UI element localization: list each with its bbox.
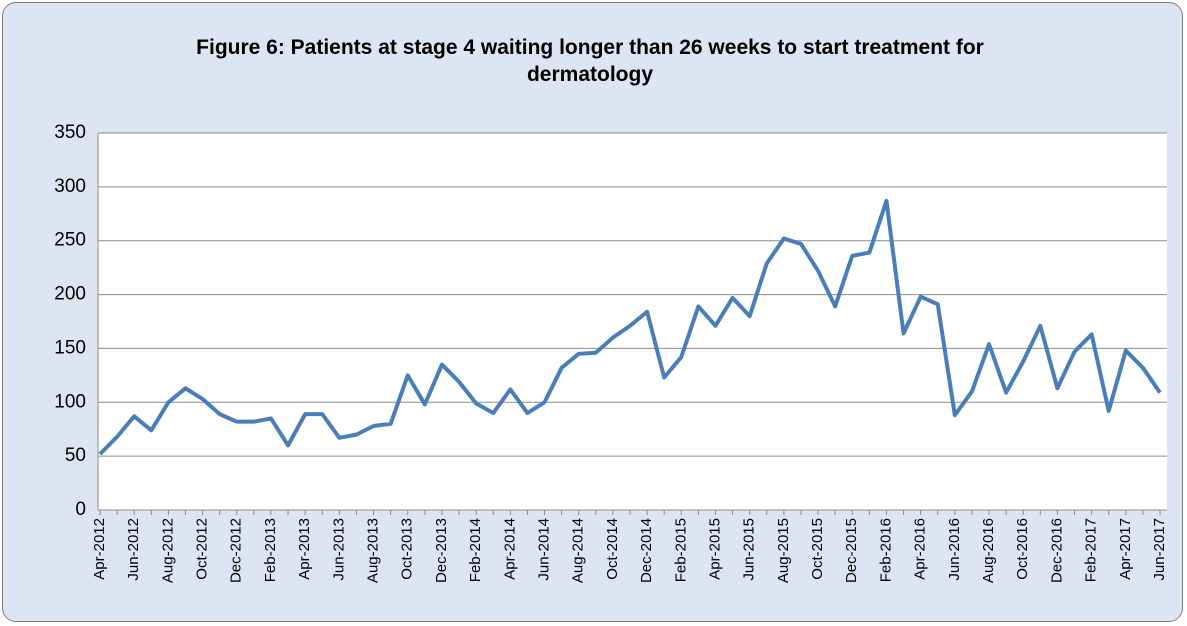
x-tick-label: Jun-2015 <box>741 518 758 581</box>
y-tick-label: 150 <box>54 337 86 358</box>
x-tick-label: Oct-2016 <box>1014 518 1031 580</box>
x-tick-label: Apr-2016 <box>912 518 929 580</box>
x-tick-label: Dec-2014 <box>638 518 655 583</box>
x-tick-label: Feb-2014 <box>467 518 484 582</box>
x-tick-label: Oct-2013 <box>399 518 416 580</box>
x-tick-label: Jun-2014 <box>535 518 552 581</box>
y-tick-label: 250 <box>54 230 86 251</box>
x-tick-label: Dec-2012 <box>228 518 245 583</box>
x-tick-label: Feb-2017 <box>1083 518 1100 582</box>
x-tick-label: Jun-2012 <box>125 518 142 581</box>
y-tick-label: 50 <box>65 445 86 466</box>
x-tick-label: Feb-2015 <box>672 518 689 582</box>
x-tick-label: Jun-2017 <box>1151 518 1168 581</box>
data-line <box>98 198 1162 456</box>
x-tick-label: Feb-2013 <box>262 518 279 582</box>
chart-title: Figure 6: Patients at stage 4 waiting lo… <box>196 36 984 86</box>
x-tick-label: Oct-2015 <box>809 518 826 580</box>
x-tick-label: Apr-2014 <box>501 518 518 580</box>
x-tick-label: Apr-2013 <box>296 518 313 580</box>
x-tick-label: Apr-2012 <box>91 518 108 580</box>
x-tick-label: Aug-2013 <box>365 518 382 583</box>
x-tick-label: Jun-2013 <box>330 518 347 581</box>
x-tick-label: Apr-2017 <box>1117 518 1134 580</box>
x-tick-label: Aug-2015 <box>775 518 792 583</box>
x-tick-label: Feb-2016 <box>877 518 894 582</box>
x-tick-label: Dec-2015 <box>843 518 860 583</box>
x-tick-label: Aug-2014 <box>570 518 587 583</box>
x-tick-label: Aug-2016 <box>980 518 997 583</box>
x-tick-label: Apr-2015 <box>706 518 723 580</box>
x-tick-label: Aug-2012 <box>159 518 176 583</box>
y-tick-label: 350 <box>54 122 86 143</box>
x-tick-label: Jun-2016 <box>946 518 963 581</box>
y-tick-label: 100 <box>54 391 86 412</box>
y-tick-label: 0 <box>75 499 86 520</box>
x-tick-label: Oct-2014 <box>604 518 621 580</box>
y-tick-label: 300 <box>54 176 86 197</box>
y-tick-label: 200 <box>54 284 86 305</box>
x-tick-label: Oct-2012 <box>194 518 211 580</box>
x-tick-label: Dec-2016 <box>1048 518 1065 583</box>
x-tick-label: Dec-2013 <box>433 518 450 583</box>
